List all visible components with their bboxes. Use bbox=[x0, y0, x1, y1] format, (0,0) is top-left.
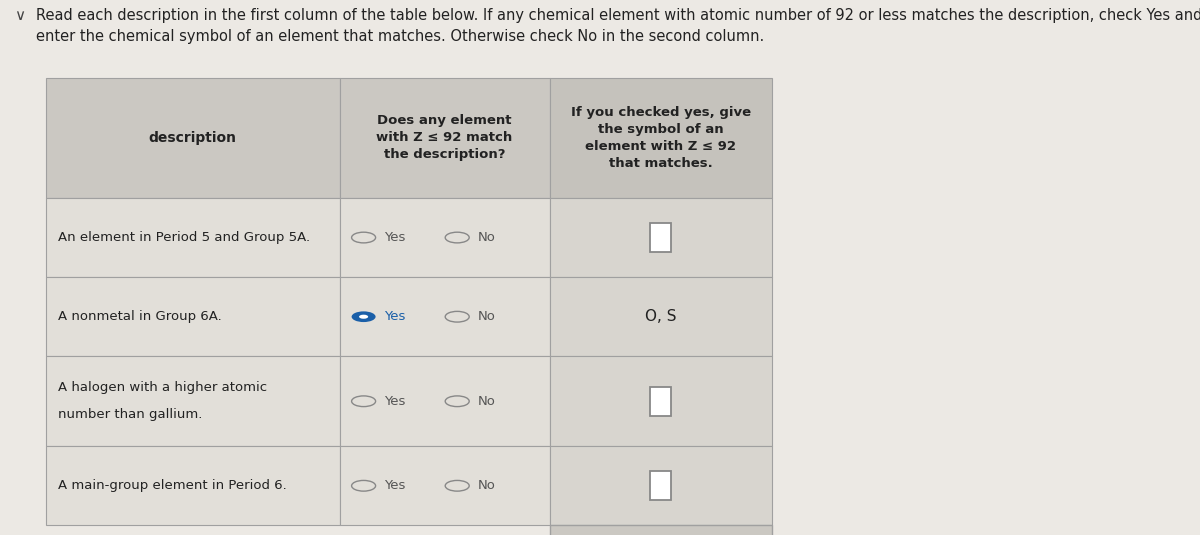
Text: If you checked yes, give
the symbol of an
element with Z ≤ 92
that matches.: If you checked yes, give the symbol of a… bbox=[570, 106, 751, 170]
Circle shape bbox=[445, 396, 469, 407]
Bar bbox=[340, 78, 550, 198]
Text: description: description bbox=[149, 131, 236, 145]
Bar bbox=[340, 446, 550, 525]
Circle shape bbox=[445, 232, 469, 243]
Circle shape bbox=[352, 396, 376, 407]
Circle shape bbox=[352, 232, 376, 243]
Text: Yes: Yes bbox=[384, 395, 406, 408]
Text: O, S: O, S bbox=[644, 309, 677, 324]
Text: An element in Period 5 and Group 5A.: An element in Period 5 and Group 5A. bbox=[58, 231, 310, 244]
Circle shape bbox=[359, 315, 368, 319]
Circle shape bbox=[445, 311, 469, 322]
Text: No: No bbox=[478, 231, 496, 244]
Bar bbox=[46, 277, 340, 356]
Text: A halogen with a higher atomic: A halogen with a higher atomic bbox=[58, 381, 266, 394]
Circle shape bbox=[445, 480, 469, 491]
Text: Yes: Yes bbox=[384, 310, 406, 323]
Bar bbox=[550, 525, 772, 535]
Text: No: No bbox=[478, 310, 496, 323]
Text: Yes: Yes bbox=[384, 231, 406, 244]
Bar bbox=[46, 356, 340, 446]
Bar bbox=[650, 386, 672, 416]
Bar bbox=[46, 78, 340, 198]
Circle shape bbox=[352, 311, 376, 322]
Text: Yes: Yes bbox=[384, 479, 406, 492]
Bar bbox=[550, 446, 772, 525]
Bar bbox=[46, 198, 340, 277]
Bar bbox=[550, 277, 772, 356]
Text: No: No bbox=[478, 479, 496, 492]
Text: enter the chemical symbol of an element that matches. Otherwise check No in the : enter the chemical symbol of an element … bbox=[36, 29, 764, 44]
Text: A nonmetal in Group 6A.: A nonmetal in Group 6A. bbox=[58, 310, 221, 323]
Text: Does any element
with Z ≤ 92 match
the description?: Does any element with Z ≤ 92 match the d… bbox=[377, 114, 512, 161]
Text: Read each description in the first column of the table below. If any chemical el: Read each description in the first colum… bbox=[36, 8, 1200, 23]
Bar bbox=[340, 356, 550, 446]
Bar bbox=[650, 471, 672, 501]
Bar bbox=[340, 198, 550, 277]
Bar bbox=[650, 223, 672, 252]
Bar bbox=[340, 277, 550, 356]
Text: ∨: ∨ bbox=[14, 8, 25, 23]
Bar bbox=[46, 446, 340, 525]
Text: number than gallium.: number than gallium. bbox=[58, 408, 202, 421]
Text: No: No bbox=[478, 395, 496, 408]
Bar bbox=[550, 356, 772, 446]
Bar bbox=[550, 198, 772, 277]
Bar bbox=[550, 78, 772, 198]
Text: A main-group element in Period 6.: A main-group element in Period 6. bbox=[58, 479, 287, 492]
Circle shape bbox=[352, 480, 376, 491]
